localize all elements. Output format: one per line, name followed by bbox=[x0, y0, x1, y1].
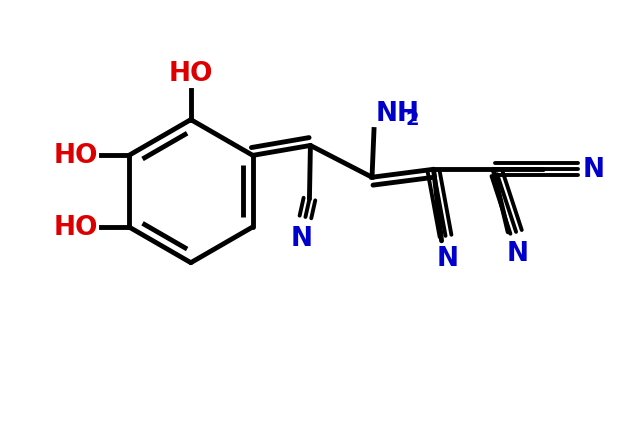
Text: HO: HO bbox=[169, 60, 213, 86]
Text: NH: NH bbox=[376, 101, 420, 126]
Text: HO: HO bbox=[54, 143, 98, 169]
Text: N: N bbox=[507, 240, 529, 266]
Text: N: N bbox=[290, 225, 312, 251]
Text: N: N bbox=[437, 245, 458, 271]
Text: HO: HO bbox=[54, 214, 98, 240]
Text: N: N bbox=[583, 157, 604, 183]
Text: 2: 2 bbox=[406, 109, 419, 128]
